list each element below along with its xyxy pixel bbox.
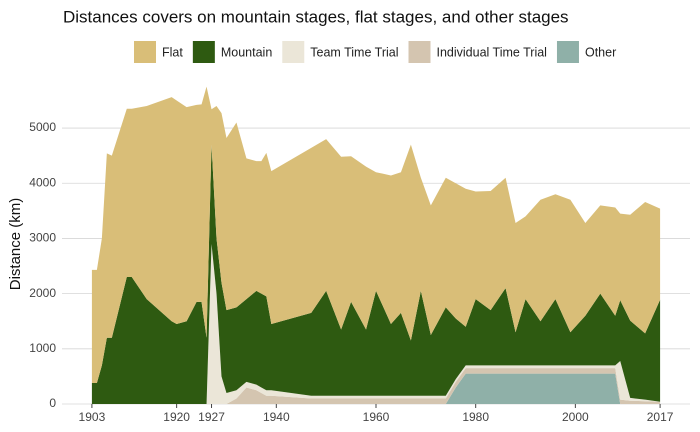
legend-label: Individual Time Trial [437,45,547,59]
y-axis-title: Distance (km) [7,198,24,291]
legend: Flat Mountain Team Time Trial Individual Ti… [134,41,616,63]
legend-swatch [192,41,215,63]
legend-label: Team Time Trial [310,45,398,59]
legend-swatch [282,41,305,63]
legend-label: Flat [162,45,183,59]
x-tick-label: 2017 [647,410,674,424]
y-tick-label: 1000 [29,341,56,355]
chart-title: Distances covers on mountain stages, fla… [63,7,569,26]
y-tick-label: 0 [49,396,56,410]
x-tick-label: 2000 [562,410,589,424]
area [91,144,661,404]
legend-swatch [556,41,579,63]
y-tick-label: 2000 [29,286,56,300]
area [91,368,661,404]
legend-label: Mountain [221,45,272,59]
x-tick-label: 1927 [198,410,225,424]
area [91,86,661,384]
area [91,373,661,404]
legend-label: Other [585,45,616,59]
x-tick-label: 1903 [79,410,106,424]
y-tick-label: 5000 [29,120,56,134]
x-tick-label: 1940 [263,410,290,424]
legend-swatch [134,41,156,63]
y-tick-label: 3000 [29,231,56,245]
x-tick-label: 1960 [363,410,390,424]
legend-swatch [408,41,431,63]
x-tick-label: 1920 [163,410,190,424]
x-tick-label: 1980 [462,410,489,424]
y-tick-label: 4000 [29,175,56,189]
